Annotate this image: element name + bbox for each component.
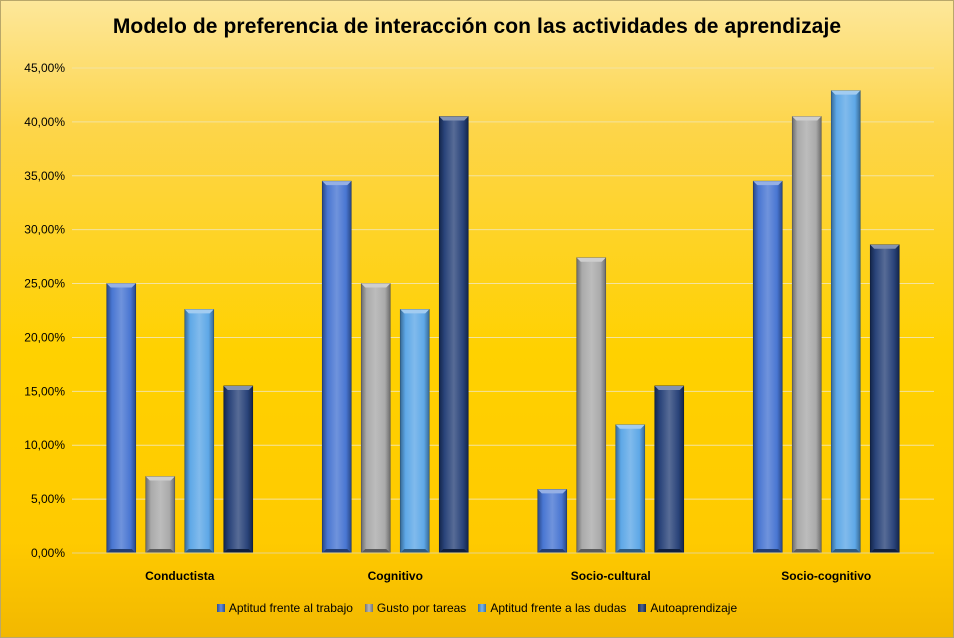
y-tick-label: 25,00% xyxy=(24,277,65,291)
bar xyxy=(869,244,900,554)
bar xyxy=(791,116,822,554)
y-tick-label: 35,00% xyxy=(24,169,65,183)
y-tick-label: 45,00% xyxy=(24,61,65,75)
legend-label: Aptitud frente a las dudas xyxy=(490,601,627,615)
bar xyxy=(399,309,430,554)
x-tick-label: Cognitivo xyxy=(368,569,423,583)
legend-item: Autoaprendizaje xyxy=(638,601,737,615)
bar xyxy=(145,476,176,554)
legend-swatch xyxy=(638,604,647,612)
bar xyxy=(360,283,391,554)
bar xyxy=(654,385,685,554)
legend: Aptitud frente al trabajo Gusto por tarea… xyxy=(0,601,954,615)
y-tick-label: 40,00% xyxy=(24,115,65,129)
bar xyxy=(106,283,137,554)
bar xyxy=(830,90,861,554)
bar xyxy=(537,489,568,554)
legend-swatch xyxy=(478,604,487,612)
legend-swatch xyxy=(216,604,225,612)
legend-item: Gusto por tareas xyxy=(364,601,467,615)
y-tick-label: 20,00% xyxy=(24,330,65,344)
legend-label: Aptitud frente al trabajo xyxy=(228,601,353,615)
legend-swatch xyxy=(364,604,373,612)
legend-item: Aptitud frente a las dudas xyxy=(478,601,626,615)
legend-label: Gusto por tareas xyxy=(376,601,467,615)
bar xyxy=(321,180,352,554)
legend-label: Autoaprendizaje xyxy=(650,601,738,615)
bar xyxy=(615,424,646,554)
y-tick-label: 15,00% xyxy=(24,384,65,398)
y-tick-label: 5,00% xyxy=(31,492,65,506)
bar xyxy=(184,309,215,554)
y-tick-label: 30,00% xyxy=(24,223,65,237)
bar xyxy=(438,116,469,554)
y-tick-label: 10,00% xyxy=(24,438,65,452)
bar xyxy=(223,385,254,554)
chart-title: Modelo de preferencia de interacción con… xyxy=(112,15,842,38)
bar xyxy=(752,180,783,554)
legend-item: Aptitud frente al trabajo xyxy=(216,601,353,615)
x-tick-label: Socio-cognitivo xyxy=(781,569,871,583)
x-tick-label: Conductista xyxy=(145,569,215,583)
x-tick-label: Socio-cultural xyxy=(571,569,651,583)
bar xyxy=(576,257,607,554)
y-tick-label: 0,00% xyxy=(31,546,65,560)
